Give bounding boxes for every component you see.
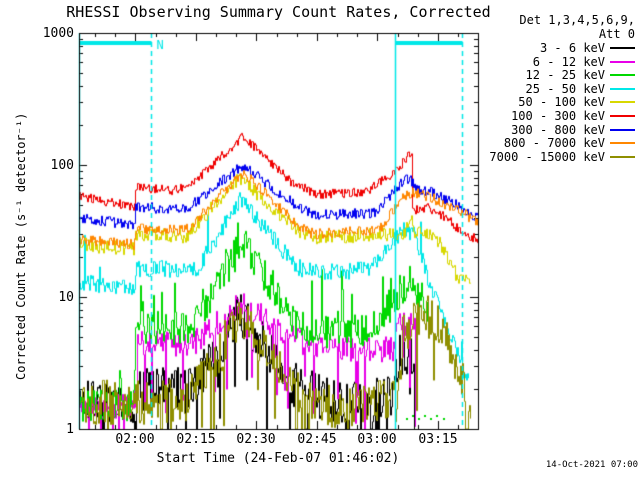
legend-label: 100 - 300 keV xyxy=(511,108,605,123)
x-tick-label: 02:30 xyxy=(236,432,276,447)
legend-label: 300 - 800 keV xyxy=(511,122,605,137)
legend-line-sample xyxy=(610,46,635,49)
x-tick-label: 02:00 xyxy=(115,432,155,447)
legend-line-sample xyxy=(610,142,635,145)
plot-title: RHESSI Observing Summary Count Rates, Co… xyxy=(66,3,491,21)
legend-line-sample xyxy=(610,60,635,63)
legend-label: 7000 - 15000 keV xyxy=(489,149,605,164)
legend-row: 7000 - 15000 keV xyxy=(484,150,635,164)
legend-row: 50 - 100 keV xyxy=(484,95,635,110)
legend-detectors: Det 1,3,4,5,6,9, xyxy=(519,13,635,27)
legend-line-sample xyxy=(610,74,635,77)
legend-line-sample xyxy=(610,87,635,90)
legend-row: 100 - 300 keV xyxy=(484,109,635,123)
legend-row: 800 - 7000 keV xyxy=(484,136,635,150)
y-tick-label: 1000 xyxy=(42,26,74,41)
legend-label: 800 - 7000 keV xyxy=(503,136,605,151)
legend-label: 25 - 50 keV xyxy=(525,81,605,96)
legend-line-sample xyxy=(610,155,635,158)
legend-line-sample xyxy=(610,128,635,131)
x-tick-label: 02:15 xyxy=(176,432,216,447)
x-tick-label: 02:45 xyxy=(297,432,337,447)
x-tick-label: 03:15 xyxy=(418,432,458,447)
y-tick-label: 100 xyxy=(50,158,74,173)
legend-label: 6 - 12 keV xyxy=(532,54,605,69)
legend-line-sample xyxy=(610,114,635,117)
legend-line-sample xyxy=(610,101,635,104)
legend-row: 12 - 25 keV xyxy=(484,68,635,82)
x-axis-label: Start Time (24-Feb-07 01:46:02) xyxy=(156,451,400,466)
legend-row: 3 - 6 keV xyxy=(484,41,635,55)
legend-label: 3 - 6 keV xyxy=(539,40,605,55)
legend: Det 1,3,4,5,6,9, Att 0 3 - 6 keV 6 - 12 k… xyxy=(484,13,635,164)
legend-attenuator: Att 0 xyxy=(598,26,635,41)
creation-timestamp: 14-Oct-2021 07:00 xyxy=(545,460,638,470)
x-tick-label: 03:00 xyxy=(357,432,397,447)
legend-row: 6 - 12 keV xyxy=(484,55,635,69)
legend-row: 25 - 50 keV xyxy=(484,82,635,96)
y-tick-label: 10 xyxy=(58,290,74,305)
y-axis-label: Corrected Count Rate (s⁻¹ detector⁻¹) xyxy=(14,112,28,380)
legend-label: 12 - 25 keV xyxy=(525,68,605,83)
legend-label: 50 - 100 keV xyxy=(518,95,605,110)
y-tick-label: 1 xyxy=(66,422,74,437)
legend-entries: 3 - 6 keV 6 - 12 keV 12 - 25 keV 25 - 50 ke… xyxy=(484,41,635,164)
legend-row: 300 - 800 keV xyxy=(484,123,635,137)
